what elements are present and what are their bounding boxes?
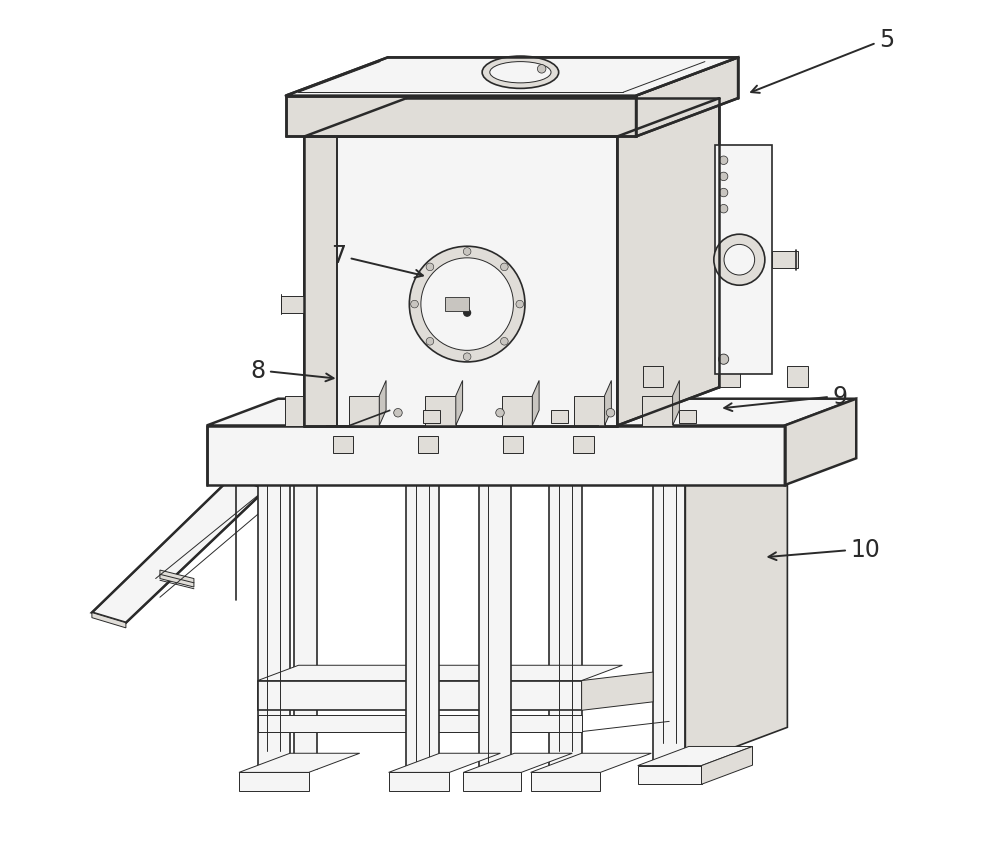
Polygon shape xyxy=(333,436,353,453)
Polygon shape xyxy=(445,298,469,312)
Polygon shape xyxy=(304,137,337,426)
Polygon shape xyxy=(456,381,463,426)
Polygon shape xyxy=(502,396,532,426)
Polygon shape xyxy=(423,411,440,423)
Text: 10: 10 xyxy=(769,537,881,561)
Polygon shape xyxy=(719,367,740,388)
Polygon shape xyxy=(294,486,317,769)
Polygon shape xyxy=(605,381,611,426)
Circle shape xyxy=(464,310,471,317)
Polygon shape xyxy=(239,773,309,792)
Polygon shape xyxy=(350,411,390,426)
Circle shape xyxy=(724,245,755,276)
Polygon shape xyxy=(638,746,753,766)
Circle shape xyxy=(719,189,728,198)
Polygon shape xyxy=(281,296,304,314)
Polygon shape xyxy=(551,411,568,423)
Polygon shape xyxy=(679,411,696,423)
Polygon shape xyxy=(389,773,449,792)
Polygon shape xyxy=(239,753,360,773)
Polygon shape xyxy=(418,436,438,453)
Polygon shape xyxy=(685,447,787,766)
Circle shape xyxy=(463,354,471,361)
Polygon shape xyxy=(642,396,673,426)
Polygon shape xyxy=(304,99,719,137)
Text: 7: 7 xyxy=(331,245,423,279)
Polygon shape xyxy=(207,426,785,486)
Polygon shape xyxy=(406,486,439,773)
Polygon shape xyxy=(258,665,622,681)
Polygon shape xyxy=(379,381,386,426)
Polygon shape xyxy=(207,400,856,426)
Polygon shape xyxy=(582,672,653,711)
Circle shape xyxy=(394,409,402,417)
Text: 9: 9 xyxy=(724,384,848,412)
Polygon shape xyxy=(316,381,322,426)
Polygon shape xyxy=(389,753,500,773)
Circle shape xyxy=(426,338,434,346)
Polygon shape xyxy=(643,367,663,388)
Circle shape xyxy=(426,264,434,272)
Polygon shape xyxy=(702,746,753,785)
Polygon shape xyxy=(92,613,126,628)
Polygon shape xyxy=(715,146,772,375)
Circle shape xyxy=(421,258,513,351)
Ellipse shape xyxy=(490,62,551,83)
Polygon shape xyxy=(617,99,719,426)
Polygon shape xyxy=(258,715,582,732)
Polygon shape xyxy=(304,137,617,426)
Polygon shape xyxy=(463,753,572,773)
Polygon shape xyxy=(425,396,456,426)
Polygon shape xyxy=(463,773,521,792)
Circle shape xyxy=(719,354,729,365)
Text: 5: 5 xyxy=(751,27,894,94)
Polygon shape xyxy=(785,400,856,486)
Polygon shape xyxy=(258,681,582,711)
Polygon shape xyxy=(349,396,379,426)
Polygon shape xyxy=(653,486,685,766)
Circle shape xyxy=(719,157,728,165)
Circle shape xyxy=(409,247,525,362)
Circle shape xyxy=(501,264,508,272)
Circle shape xyxy=(463,249,471,256)
Circle shape xyxy=(496,409,504,417)
Polygon shape xyxy=(258,486,290,773)
Polygon shape xyxy=(286,96,636,137)
Polygon shape xyxy=(638,766,702,785)
Polygon shape xyxy=(636,58,738,137)
Polygon shape xyxy=(673,381,679,426)
Circle shape xyxy=(501,338,508,346)
Polygon shape xyxy=(549,486,582,773)
Circle shape xyxy=(516,301,524,308)
Ellipse shape xyxy=(482,57,559,89)
Polygon shape xyxy=(531,773,600,792)
Polygon shape xyxy=(531,753,651,773)
Circle shape xyxy=(714,235,765,286)
Circle shape xyxy=(719,173,728,181)
Circle shape xyxy=(606,409,615,417)
Polygon shape xyxy=(574,396,605,426)
Circle shape xyxy=(411,301,418,308)
Text: 8: 8 xyxy=(250,359,334,383)
Polygon shape xyxy=(772,252,798,269)
Polygon shape xyxy=(285,396,316,426)
Polygon shape xyxy=(160,570,194,587)
Polygon shape xyxy=(532,381,539,426)
Polygon shape xyxy=(503,436,523,453)
Polygon shape xyxy=(479,486,511,773)
Polygon shape xyxy=(573,436,594,453)
Polygon shape xyxy=(92,477,266,623)
Polygon shape xyxy=(286,58,738,96)
Circle shape xyxy=(537,66,546,74)
Circle shape xyxy=(719,205,728,214)
Polygon shape xyxy=(787,367,808,388)
